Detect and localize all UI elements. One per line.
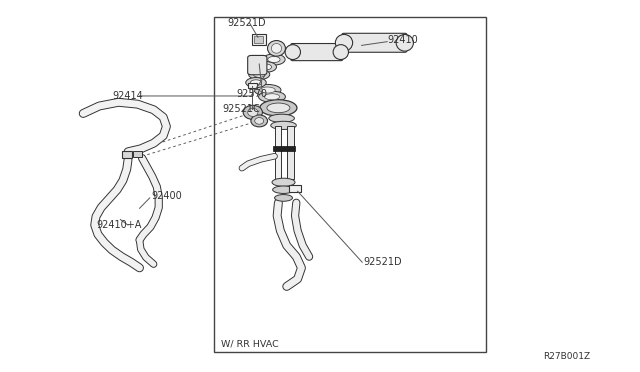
Ellipse shape: [254, 84, 281, 96]
Ellipse shape: [285, 45, 301, 60]
Ellipse shape: [268, 41, 285, 56]
Ellipse shape: [255, 61, 276, 72]
Bar: [122, 151, 132, 158]
Ellipse shape: [260, 64, 271, 70]
Ellipse shape: [260, 87, 275, 93]
Ellipse shape: [275, 195, 292, 201]
Ellipse shape: [272, 178, 295, 186]
Ellipse shape: [251, 115, 268, 127]
Text: 92521C: 92521C: [222, 104, 260, 113]
Ellipse shape: [273, 186, 294, 193]
Bar: [275, 126, 281, 179]
Ellipse shape: [250, 80, 262, 85]
Text: 92521D: 92521D: [364, 257, 402, 267]
Bar: [287, 126, 294, 179]
FancyBboxPatch shape: [342, 33, 407, 52]
Text: 92410: 92410: [388, 35, 419, 45]
FancyBboxPatch shape: [291, 44, 343, 61]
Ellipse shape: [333, 45, 349, 60]
Ellipse shape: [335, 35, 353, 51]
Ellipse shape: [271, 44, 282, 53]
Ellipse shape: [255, 118, 264, 124]
Ellipse shape: [253, 71, 265, 77]
Bar: [289, 185, 301, 192]
Bar: [214, 17, 486, 352]
Ellipse shape: [249, 69, 270, 80]
Ellipse shape: [396, 35, 413, 51]
Ellipse shape: [271, 121, 296, 129]
Text: 92400: 92400: [151, 192, 182, 201]
Ellipse shape: [260, 100, 297, 116]
Ellipse shape: [264, 94, 280, 100]
Ellipse shape: [269, 114, 294, 122]
Text: W/ RR HVAC: W/ RR HVAC: [221, 340, 278, 349]
Ellipse shape: [268, 57, 280, 62]
Ellipse shape: [267, 103, 290, 113]
Text: 92570: 92570: [237, 89, 268, 99]
Bar: [254, 36, 263, 43]
Bar: [252, 34, 266, 45]
Bar: [248, 83, 257, 88]
Ellipse shape: [263, 54, 285, 65]
Ellipse shape: [243, 105, 262, 119]
Ellipse shape: [246, 78, 266, 88]
Ellipse shape: [259, 91, 285, 102]
FancyBboxPatch shape: [248, 55, 267, 75]
Ellipse shape: [248, 108, 258, 116]
Text: 92521D: 92521D: [227, 18, 266, 28]
Text: 92410+A: 92410+A: [96, 220, 141, 230]
Text: R27B001Z: R27B001Z: [543, 352, 590, 360]
Text: 92414: 92414: [112, 91, 143, 101]
Bar: [273, 146, 295, 151]
Bar: [133, 151, 142, 157]
